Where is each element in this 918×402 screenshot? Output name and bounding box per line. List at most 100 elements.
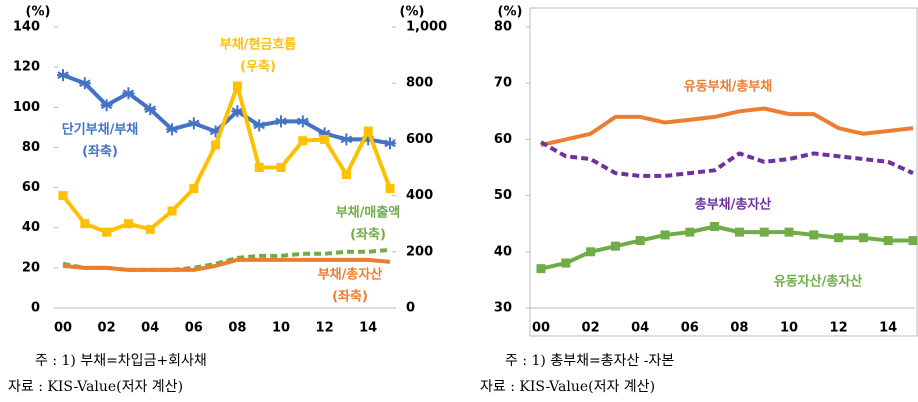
marker [298, 136, 308, 146]
note: 주 : 1) 총부채=총자산 -자본 [505, 353, 675, 369]
marker [57, 69, 69, 82]
marker [834, 233, 844, 243]
marker [209, 125, 222, 138]
plot-frame [529, 7, 918, 337]
series-line [62, 257, 391, 272]
marker [296, 115, 309, 128]
marker [858, 233, 868, 243]
x-tick-label: 14 [879, 321, 897, 336]
y-tick-label: 80 [494, 20, 512, 35]
x-tick-label: 08 [730, 321, 748, 336]
series-line [540, 224, 913, 271]
series-line [61, 84, 392, 235]
y-unit: (%) [26, 5, 51, 20]
x-tick-label: 12 [316, 321, 334, 336]
series-line [540, 140, 914, 178]
series-label: 부채/총자산 [318, 267, 383, 283]
x-tick-label: 08 [228, 321, 246, 336]
marker [734, 227, 744, 237]
marker [211, 140, 221, 150]
marker [102, 227, 112, 237]
y-tick-label: 80 [22, 140, 40, 155]
y-tick-label: 30 [494, 301, 512, 316]
x-tick-label: 02 [98, 321, 116, 336]
marker [784, 227, 794, 237]
chart-right: (%) 30 40 50 60 70 80 00 02 04 06 08 10 12 14 유동부채/총부채총… [494, 5, 918, 337]
marker [100, 99, 113, 112]
marker [58, 191, 68, 201]
series-note: (좌축) [332, 289, 368, 305]
marker [759, 227, 769, 237]
marker [123, 219, 133, 229]
marker [340, 133, 353, 146]
y2-tick-label: 800 [406, 76, 433, 91]
x-tick-label: 02 [582, 321, 600, 336]
series-label: 유동부채/총부채 [684, 79, 772, 95]
series-note: (우축) [240, 59, 276, 75]
marker [231, 105, 244, 118]
marker [232, 81, 242, 91]
marker [187, 117, 200, 130]
marker [883, 236, 893, 246]
marker [78, 77, 91, 90]
marker [189, 184, 199, 194]
series-line [540, 106, 914, 147]
series-label: 단기부채/부채 [62, 122, 139, 138]
marker [362, 133, 375, 146]
marker [276, 163, 286, 172]
marker [610, 241, 620, 251]
x-tick-label: 06 [681, 321, 699, 336]
marker [536, 264, 546, 274]
marker [167, 206, 177, 216]
y-tick-label: 60 [22, 180, 40, 195]
x-tick-label: 00 [532, 321, 550, 336]
y-tick-label: 0 [31, 301, 40, 316]
marker [809, 230, 819, 240]
x-tick-label: 10 [272, 321, 290, 336]
x-tick-label: 04 [631, 321, 649, 336]
note: 주 : 1) 부채=차입금+회사채 [35, 353, 207, 369]
marker [385, 184, 395, 194]
marker [144, 103, 157, 116]
series-label: 유동자산/총자산 [774, 274, 863, 290]
marker [253, 119, 266, 132]
marker [254, 163, 264, 172]
x-tick-label: 10 [780, 321, 798, 336]
x-tick-label: 00 [54, 321, 72, 336]
y-unit: (%) [498, 5, 523, 20]
marker [561, 258, 571, 268]
marker [710, 222, 720, 232]
marker [122, 87, 135, 100]
marker [320, 134, 330, 144]
marker [384, 137, 396, 150]
marker [318, 127, 331, 140]
marker [586, 247, 596, 257]
y-tick-label: 40 [494, 244, 512, 259]
y-tick-label: 40 [22, 220, 40, 235]
marker [635, 236, 645, 246]
marker [80, 219, 90, 229]
y-tick-label: 100 [13, 100, 40, 115]
series-line [62, 73, 391, 146]
chart-left: (%)020406080100120140(%)02004006008001,0… [13, 5, 447, 336]
y2-tick-label: 600 [406, 132, 433, 147]
marker [275, 115, 287, 128]
y-tick-label: 20 [22, 260, 40, 275]
source: 자료 : KIS-Value(저자 계산) [480, 379, 656, 395]
y2-tick-label: 400 [406, 188, 433, 203]
marker [166, 123, 178, 136]
marker [145, 224, 155, 234]
y-tick-label: 50 [494, 188, 512, 203]
series-label: 총부채/총자산 [695, 197, 772, 213]
y-tick-label: 70 [494, 76, 512, 91]
y-tick-label: 140 [13, 20, 40, 35]
y2-unit: (%) [400, 5, 425, 20]
marker [908, 236, 918, 246]
series-note: (좌축) [350, 227, 386, 243]
x-tick-label: 14 [359, 321, 377, 336]
y2-tick-label: 1,000 [406, 20, 447, 35]
source: 자료 : KIS-Value(저자 계산) [8, 379, 184, 395]
x-tick-label: 12 [830, 321, 848, 336]
x-tick-label: 04 [141, 321, 159, 336]
